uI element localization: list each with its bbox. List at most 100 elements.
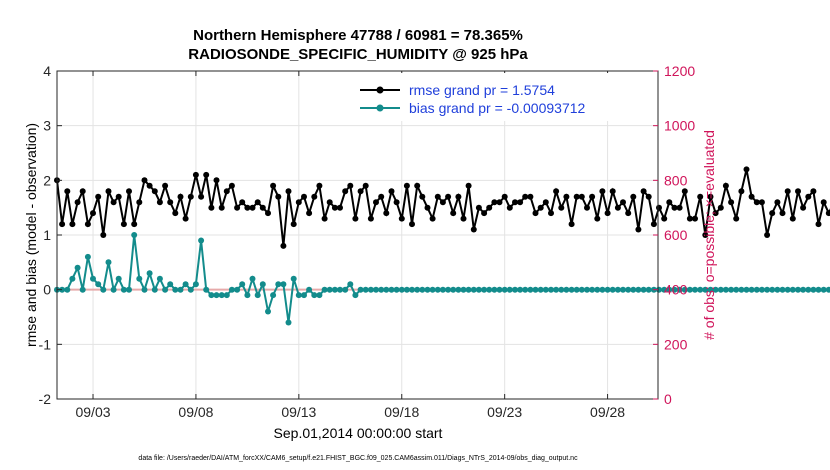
rmse-point-79 — [460, 215, 467, 222]
x-axis-ticks: 09/03 09/08 09/13 09/18 09/23 09/28 — [75, 71, 625, 420]
rmse-point-54 — [331, 204, 338, 211]
rmse-point-40 — [259, 204, 266, 211]
y-axis-left-ticks: -2 -1 0 1 2 3 4 — [39, 63, 62, 407]
bias-point-149 — [820, 286, 827, 293]
y-left-tick-label-4: 2 — [43, 172, 51, 188]
rmse-point-44 — [280, 242, 287, 249]
rmse-point-103 — [584, 204, 590, 211]
bias-point-125 — [697, 286, 704, 293]
bias-point-42 — [270, 292, 277, 299]
bias-point-135 — [748, 286, 755, 293]
y-left-tick-label-3: 1 — [43, 227, 51, 243]
bias-point-76 — [445, 286, 452, 293]
rmse-point-19 — [151, 188, 158, 195]
rmse-point-50 — [311, 193, 318, 200]
bias-point-107 — [604, 286, 611, 293]
rmse-point-5 — [79, 188, 86, 195]
rmse-point-36 — [239, 199, 246, 206]
legend-bias-label: bias grand pr = -0.00093712 — [409, 100, 586, 116]
bias-point-115 — [645, 286, 652, 293]
bias-point-2 — [64, 286, 71, 293]
rmse-point-48 — [301, 193, 307, 200]
rmse-point-28 — [198, 193, 205, 200]
rmse-point-88 — [506, 204, 513, 211]
legend-box — [354, 73, 656, 121]
bias-point-27 — [192, 281, 199, 288]
rmse-point-83 — [481, 210, 488, 217]
rmse-point-4 — [74, 199, 81, 206]
rmse-point-74 — [434, 193, 441, 200]
bias-point-17 — [141, 286, 148, 293]
bias-point-45 — [285, 319, 292, 326]
bias-point-47 — [295, 292, 302, 299]
bias-point-11 — [110, 286, 117, 293]
rmse-point-116 — [650, 221, 657, 228]
rmse-point-95 — [542, 199, 549, 206]
bias-point-78 — [455, 286, 462, 293]
rmse-point-42 — [270, 182, 277, 189]
y-right-tick-label-2: 400 — [664, 282, 688, 298]
rmse-point-123 — [686, 215, 693, 222]
rmse-point-9 — [100, 232, 107, 238]
rmse-point-130 — [722, 182, 729, 189]
x-tick-label-1: 09/08 — [178, 404, 213, 420]
rmse-point-59 — [357, 188, 364, 195]
rmse-line — [56, 169, 830, 247]
bias-point-24 — [177, 286, 184, 293]
rmse-point-146 — [805, 193, 812, 200]
bias-point-93 — [532, 286, 539, 293]
rmse-point-27 — [192, 171, 199, 178]
rmse-point-139 — [769, 210, 776, 217]
bias-point-20 — [156, 275, 163, 282]
rmse-point-23 — [172, 210, 179, 217]
bias-point-137 — [758, 286, 765, 293]
rmse-point-131 — [728, 199, 735, 206]
rmse-point-133 — [738, 188, 745, 195]
rmse-point-39 — [254, 199, 261, 206]
bias-point-100 — [568, 286, 575, 293]
rmse-point-86 — [496, 199, 503, 206]
rmse-point-150 — [825, 210, 830, 217]
bias-point-112 — [630, 286, 637, 293]
bias-point-33 — [223, 292, 230, 299]
rmse-point-65 — [388, 188, 395, 195]
rmse-point-20 — [156, 199, 163, 206]
bias-point-121 — [676, 286, 683, 293]
bias-point-150 — [825, 286, 830, 293]
rmse-point-38 — [249, 204, 256, 211]
rmse-point-126 — [702, 232, 709, 238]
rmse-point-82 — [475, 204, 482, 211]
bias-point-130 — [722, 286, 729, 293]
bias-point-62 — [373, 286, 379, 293]
bias-point-48 — [301, 292, 307, 299]
rmse-point-71 — [419, 193, 426, 200]
bias-point-28 — [198, 237, 205, 244]
rmse-point-105 — [594, 215, 601, 222]
bias-point-18 — [146, 270, 153, 277]
y-right-tick-label-3: 600 — [664, 227, 688, 243]
bias-point-79 — [460, 286, 467, 293]
rmse-point-41 — [265, 210, 271, 217]
bias-point-143 — [789, 286, 796, 293]
rmse-point-21 — [162, 182, 169, 189]
bias-point-90 — [517, 286, 524, 293]
rmse-point-90 — [517, 199, 524, 206]
bias-point-53 — [326, 286, 333, 293]
rmse-point-129 — [717, 204, 724, 211]
rmse-point-98 — [558, 204, 565, 211]
rmse-point-1 — [59, 221, 66, 228]
bias-point-43 — [275, 281, 282, 288]
data-file-footer: data file: /Users/raeder/DAI/ATM_forcXX/… — [138, 455, 578, 462]
bias-point-30 — [208, 292, 215, 299]
rmse-point-14 — [126, 188, 132, 195]
rmse-point-110 — [620, 199, 626, 206]
rmse-point-56 — [342, 188, 349, 195]
bias-point-74 — [434, 286, 441, 293]
rmse-point-100 — [568, 221, 575, 228]
rmse-point-62 — [373, 199, 379, 206]
bias-point-70 — [414, 286, 421, 293]
bias-point-119 — [666, 286, 673, 293]
bias-point-128 — [712, 286, 719, 293]
bias-point-72 — [424, 286, 431, 293]
